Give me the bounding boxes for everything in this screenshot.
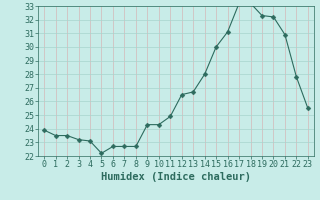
X-axis label: Humidex (Indice chaleur): Humidex (Indice chaleur) xyxy=(101,172,251,182)
